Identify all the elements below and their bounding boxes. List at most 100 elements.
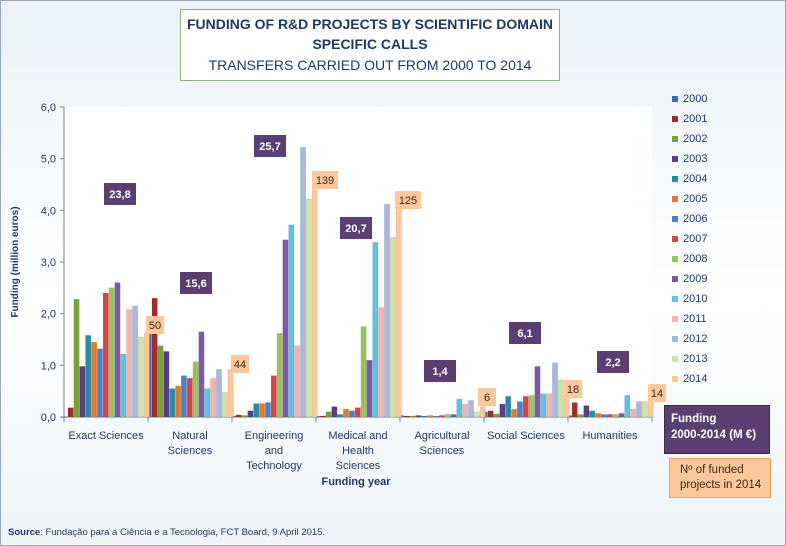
bar [97,348,103,418]
bar [132,305,138,418]
x-category-label: Engineering and Technology [245,430,304,472]
chart-title: FUNDING OF R&D PROJECTS BY SCIENTIFIC DO… [186,16,554,32]
bar [270,375,277,418]
bar [126,309,133,418]
chart-subtitle: SPECIFIC CALLS [312,36,428,52]
projects-count-legend-box: Nº of funded projects in 2014 [669,458,771,498]
bar [505,396,512,418]
total-funding-label: 2,2 [605,357,620,369]
legend-item: 2005 [672,192,732,212]
bar [630,409,637,418]
y-tick-label: 6,0 [41,102,56,114]
legend-swatch [672,156,678,162]
bar [415,415,422,418]
bar [378,307,385,418]
bar [618,413,625,418]
bar [557,379,564,418]
bar [409,415,416,418]
bar [143,333,150,418]
bar [319,415,326,418]
bar [595,413,601,418]
bar [641,401,648,418]
x-category-label: Medical and Health Sciences [328,430,387,472]
legend-item: 2000 [672,92,732,112]
bar [221,392,228,418]
total-funding-box [180,272,212,294]
bar [210,378,217,418]
legend-swatch [672,256,678,262]
bar [85,335,92,418]
legend-swatch [672,116,678,122]
legend-label: 2012 [683,333,708,345]
source-text: : Fundação para a Ciência e a Tecnologia… [40,527,326,538]
bar [157,345,164,418]
bar [433,415,439,418]
projects-count-label: 44 [234,359,246,371]
bar [114,282,121,418]
bar [571,402,578,418]
bar [360,326,367,418]
bar [473,411,480,418]
total-funding-label: 20,7 [345,223,366,235]
bar [479,406,486,418]
y-tick-label: 4,0 [41,205,56,217]
bar [583,405,590,418]
legend-item: 2002 [672,132,732,152]
bar [450,414,457,418]
legend-item: 2008 [672,252,732,272]
legend-item: 2012 [672,332,732,352]
bar [305,198,312,418]
x-category-label: Natural Sciences [168,430,213,457]
legend-swatch [672,236,678,242]
bar [186,378,193,418]
x-category-label: Agricultural Sciences [414,430,469,457]
bar [534,366,541,418]
funding-total-legend-line1: Funding [671,413,717,425]
bar [235,414,242,418]
bar [384,203,390,418]
bar [67,407,74,418]
bar [311,189,318,418]
projects-count-box [312,171,338,189]
x-category-label: Exact Sciences [68,430,144,442]
projects-count-label: 14 [651,388,663,400]
legend-label: 2008 [683,253,708,265]
bar [204,388,211,418]
bar [120,353,127,418]
legend-label: 2001 [683,113,708,125]
bar [61,416,68,418]
bar [421,415,428,418]
bar [403,415,410,418]
bar [343,409,349,418]
bar [528,395,535,418]
legend-label: 2009 [683,273,708,285]
total-funding-box [597,351,629,373]
projects-count-label: 18 [567,384,579,396]
bar [444,414,451,418]
total-funding-box [340,217,372,239]
bar [636,401,642,418]
bar [540,393,547,418]
legend-item: 2011 [672,312,732,332]
projects-count-box [648,384,666,402]
bar [288,224,295,418]
legend-swatch [672,316,678,322]
total-funding-box [509,322,541,344]
legend-item: 2001 [672,112,732,132]
bar [487,410,494,418]
legend-item: 2006 [672,212,732,232]
legend-label: 2000 [683,93,708,105]
bar [354,407,361,418]
total-funding-box [104,183,136,205]
bar [624,395,631,418]
total-funding-label: 25,7 [259,141,280,153]
bar [563,397,570,418]
legend-label: 2014 [683,373,708,385]
legend-label: 2011 [683,313,707,325]
bar [169,388,176,418]
bar [216,369,222,418]
x-category-label: Humanities [582,430,638,442]
projects-count-label: 50 [149,320,161,332]
bar [73,299,80,418]
